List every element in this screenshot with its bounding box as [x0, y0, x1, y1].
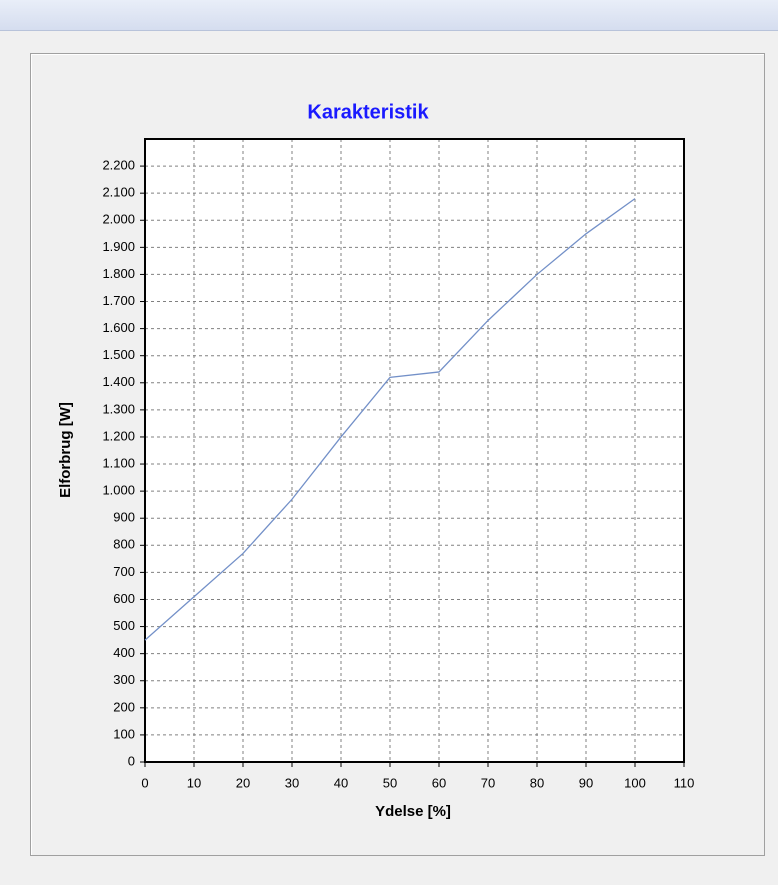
y-tick-label: 2.200	[102, 158, 135, 173]
plot-frame	[144, 138, 685, 763]
y-tick-label: 200	[113, 699, 135, 714]
y-tick-label: 1.200	[102, 428, 135, 443]
x-tick-label: 40	[334, 775, 348, 790]
x-axis-label: Ydelse [%]	[375, 803, 451, 820]
y-tick-label: 600	[113, 591, 135, 606]
toolbar	[0, 0, 778, 31]
x-tick-label: 100	[624, 775, 646, 790]
x-tick-label: 10	[187, 775, 201, 790]
x-tick-label: 70	[481, 775, 495, 790]
y-tick-label: 900	[113, 510, 135, 525]
y-tick-label: 1.900	[102, 239, 135, 254]
y-tick-label: 400	[113, 645, 135, 660]
chart-title: Karakteristik	[307, 101, 429, 123]
y-tick-label: 100	[113, 726, 135, 741]
y-tick-label: 1.500	[102, 347, 135, 362]
x-tick-label: 110	[674, 775, 695, 790]
y-tick-label: 2.000	[102, 212, 135, 227]
plot-area	[145, 139, 684, 762]
y-tick-label: 1.000	[102, 483, 135, 498]
x-tick-label: 60	[432, 775, 446, 790]
y-tick-label: 1.100	[102, 455, 135, 470]
x-tick-label: 30	[285, 775, 299, 790]
y-tick-label: 0	[128, 753, 135, 768]
x-tick-label: 80	[530, 775, 544, 790]
y-tick-label: 2.100	[102, 185, 135, 200]
x-tick-label: 20	[236, 775, 250, 790]
y-tick-label: 800	[113, 537, 135, 552]
y-tick-label: 700	[113, 564, 135, 579]
y-tick-label: 300	[113, 672, 135, 687]
data-line	[144, 198, 636, 641]
y-tick-label: 1.300	[102, 401, 135, 416]
y-axis-label: Elforbrug [W]	[57, 402, 74, 498]
y-tick-label: 1.400	[102, 374, 135, 389]
y-tick-label: 500	[113, 618, 135, 633]
y-tick-label: 1.600	[102, 320, 135, 335]
y-tick-label: 1.700	[102, 293, 135, 308]
y-tick-label: 1.800	[102, 266, 135, 281]
x-tick-label: 50	[383, 775, 397, 790]
x-tick-label: 0	[141, 775, 148, 790]
x-tick-label: 90	[579, 775, 593, 790]
